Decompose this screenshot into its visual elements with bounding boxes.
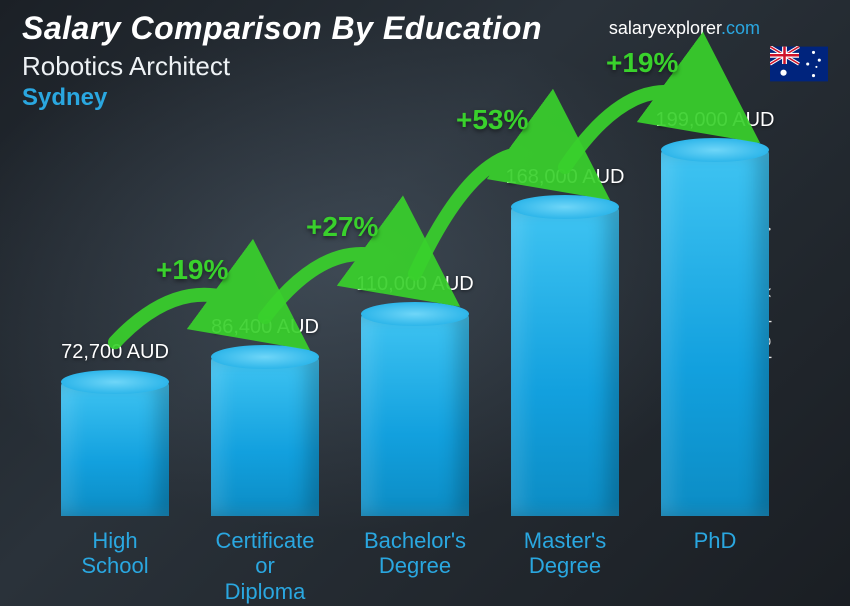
increase-pct: +27% (306, 211, 378, 243)
brand-suffix: .com (721, 18, 760, 38)
increase-pct: +53% (456, 104, 528, 136)
australia-flag-icon (770, 46, 828, 82)
salary-chart: 72,700 AUDHigh School86,400 AUDCertifica… (40, 130, 790, 576)
brand: salaryexplorer.com (609, 18, 760, 39)
job-title: Robotics Architect (22, 51, 828, 82)
increase-arcs (40, 130, 790, 576)
increase-pct: +19% (606, 47, 678, 79)
brand-name: salaryexplorer (609, 18, 721, 38)
increase-pct: +19% (156, 254, 228, 286)
